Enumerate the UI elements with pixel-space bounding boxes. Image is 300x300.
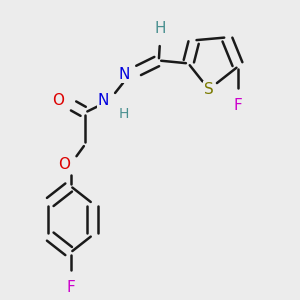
Text: N: N [118, 68, 129, 82]
Text: H: H [154, 21, 166, 36]
Text: F: F [66, 280, 75, 295]
Text: O: O [58, 157, 70, 172]
Text: F: F [234, 98, 243, 113]
Text: H: H [119, 107, 130, 121]
Text: O: O [52, 93, 64, 108]
Text: S: S [204, 82, 214, 97]
Text: N: N [98, 93, 109, 108]
